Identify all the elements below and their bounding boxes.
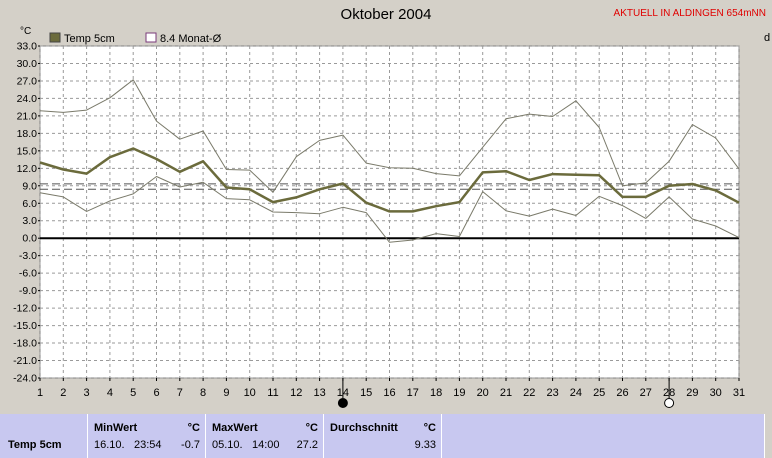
y-tick-labels: 33.0 30.0 27.0 24.0 21.0 18.0 15.0 12.0 9.0 6.0 3.… xyxy=(13,41,40,385)
stats-scroll-edge xyxy=(764,414,772,458)
y-axis-unit: °C xyxy=(20,26,32,37)
min-value: -0.7 xyxy=(181,439,200,451)
max-date: 05.10. xyxy=(212,439,243,451)
max-unit: °C xyxy=(305,422,318,434)
series-max xyxy=(39,79,740,193)
y-tick-label: -15.0 xyxy=(13,320,37,332)
x-tick-labels: 1 2 3 4 5 6 7 8 9 10 11 12 13 14 15 16 17 18 19 20 21 22 23 24 2… xyxy=(37,378,745,399)
x-tick-label: 24 xyxy=(570,387,582,399)
series-lines xyxy=(39,79,740,243)
x-tick-label: 9 xyxy=(223,387,229,399)
stats-row-label-cell: Temp 5cm xyxy=(0,414,87,458)
x-tick-label: 10 xyxy=(244,387,256,399)
y-tick-label: 24.0 xyxy=(17,93,38,105)
avg-value: 9.33 xyxy=(414,439,436,451)
x-tick-label: 7 xyxy=(177,387,183,399)
min-unit: °C xyxy=(187,422,200,434)
y-tick-label: 33.0 xyxy=(17,41,38,53)
stats-min-cell: MinWert °C 16.10. 23:54 -0.7 xyxy=(87,414,206,458)
x-tick-label: 8 xyxy=(200,387,206,399)
x-tick-label: 15 xyxy=(360,387,372,399)
y-tick-label: 15.0 xyxy=(17,145,38,157)
right-axis-unit: d xyxy=(764,32,771,44)
x-tick-label: 26 xyxy=(616,387,628,399)
min-header: MinWert xyxy=(94,422,138,434)
chart-title: Oktober 2004 xyxy=(340,6,432,23)
temperature-chart: 33.030.027.024.021.018.015.012.09.06.03.… xyxy=(13,32,745,408)
x-tick-label: 4 xyxy=(107,387,113,399)
stats-max-cell: MaxWert °C 05.10. 14:00 27.2 xyxy=(205,414,324,458)
y-tick-label: -12.0 xyxy=(13,303,37,315)
y-tick-label: 12.0 xyxy=(17,163,38,175)
y-tick-label: 18.0 xyxy=(17,128,38,140)
legend: Temp 5cm 8.4 Monat-Ø xyxy=(49,32,222,45)
reference-lines xyxy=(40,183,739,190)
y-tick-label: 3.0 xyxy=(22,215,37,227)
x-tick-label: 17 xyxy=(407,387,419,399)
y-tick-label: 6.0 xyxy=(22,198,37,210)
y-tick-label: 30.0 xyxy=(17,58,38,70)
x-tick-label: 1 xyxy=(37,387,43,399)
stats-avg-cell: Durchschnitt °C 9.33 xyxy=(323,414,442,458)
x-tick-label: 31 xyxy=(733,387,745,399)
stats-row-label: Temp 5cm xyxy=(8,439,62,451)
x-tick-label: 13 xyxy=(313,387,325,399)
legend-swatch-temp xyxy=(49,32,61,43)
y-tick-label: -9.0 xyxy=(19,285,37,297)
y-tick-label: 27.0 xyxy=(17,75,38,87)
series-temp-5cm xyxy=(39,147,740,213)
x-tick-label: 22 xyxy=(523,387,535,399)
x-tick-label: 6 xyxy=(153,387,159,399)
stats-panel: Temp 5cm MinWert °C 16.10. 23:54 -0.7 Ma… xyxy=(0,414,772,458)
y-tick-label: -3.0 xyxy=(19,250,37,262)
max-value: 27.2 xyxy=(296,439,318,451)
min-date: 16.10. xyxy=(94,439,125,451)
max-time: 14:00 xyxy=(252,439,280,451)
min-time: 23:54 xyxy=(134,439,162,451)
x-tick-label: 12 xyxy=(290,387,302,399)
x-tick-label: 5 xyxy=(130,387,136,399)
max-header: MaxWert xyxy=(212,422,258,434)
x-tick-label: 29 xyxy=(686,387,698,399)
moon-phases xyxy=(337,378,675,408)
avg-unit: °C xyxy=(423,422,436,434)
x-tick-label: 19 xyxy=(453,387,465,399)
avg-header: Durchschnitt xyxy=(330,422,398,434)
x-tick-label: 20 xyxy=(477,387,489,399)
x-tick-label: 30 xyxy=(710,387,722,399)
x-tick-label: 21 xyxy=(500,387,512,399)
y-tick-label: 21.0 xyxy=(17,110,38,122)
x-tick-label: 3 xyxy=(84,387,90,399)
x-tick-label: 16 xyxy=(383,387,395,399)
stats-empty-cell xyxy=(441,414,765,458)
y-tick-label: 9.0 xyxy=(22,180,37,192)
y-tick-label: -6.0 xyxy=(19,268,37,280)
x-tick-label: 25 xyxy=(593,387,605,399)
full-moon-icon xyxy=(664,398,675,408)
legend-label-avg: 8.4 Monat-Ø xyxy=(160,33,222,45)
y-tick-label: -21.0 xyxy=(13,355,37,367)
new-moon-icon xyxy=(337,398,348,408)
x-tick-label: 18 xyxy=(430,387,442,399)
x-tick-label: 23 xyxy=(546,387,558,399)
location-label: AKTUELL IN ALDINGEN 654mNN xyxy=(613,8,766,19)
y-tick-label: -24.0 xyxy=(13,373,37,385)
legend-label-temp: Temp 5cm xyxy=(64,33,115,45)
series-min xyxy=(39,176,740,243)
x-tick-label: 11 xyxy=(267,387,278,399)
x-tick-label: 27 xyxy=(640,387,652,399)
x-tick-label: 2 xyxy=(60,387,66,399)
y-tick-label: 0.0 xyxy=(22,233,37,245)
legend-swatch-avg xyxy=(145,32,157,43)
y-tick-label: -18.0 xyxy=(13,338,37,350)
